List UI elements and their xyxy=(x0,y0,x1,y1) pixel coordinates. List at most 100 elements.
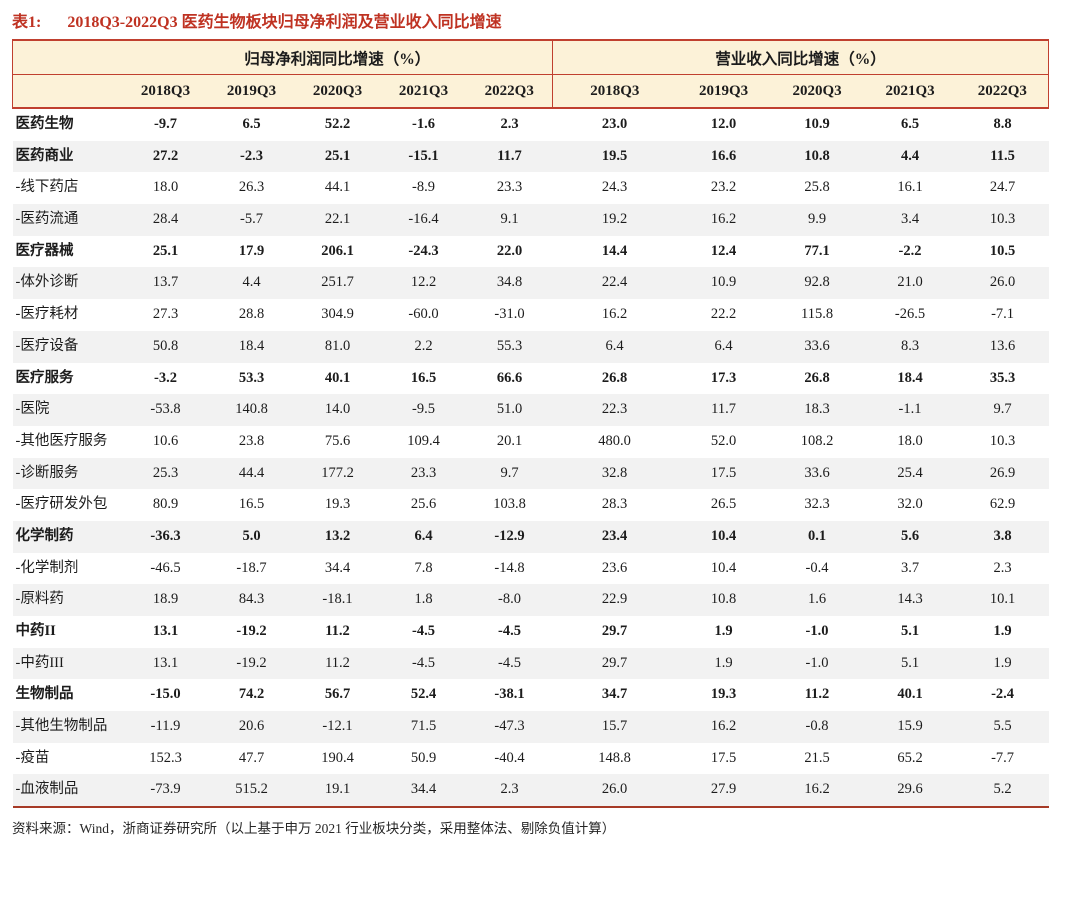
data-cell: -18.7 xyxy=(236,559,267,576)
table-row: -化学制剂 -46.5 -18.7 34.4 7.8 -14.8 23.6 10.4 -0.4 3… xyxy=(13,553,1049,585)
row-label: 医疗器械 xyxy=(15,242,74,259)
data-cell: 75.6 xyxy=(324,432,351,449)
data-cell: 22.1 xyxy=(324,211,351,228)
data-cell: 44.4 xyxy=(238,464,265,481)
data-cell: 77.1 xyxy=(804,242,830,259)
table-row: -中药III 13.1 -19.2 11.2 -4.5 -4.5 29.7 1.9 -1.0 5.… xyxy=(12,647,1049,680)
data-cell: 23.0 xyxy=(601,116,628,132)
quarter-header-profit-2022Q3: 2022Q3 xyxy=(466,74,554,109)
data-cell: 148.8 xyxy=(598,749,631,766)
data-cell: -7.7 xyxy=(991,749,1015,766)
data-cell: 2.3 xyxy=(993,559,1012,576)
data-cell: 19.2 xyxy=(601,211,628,228)
data-cell: 34.4 xyxy=(324,559,351,576)
table-row: -其他医疗服务 10.6 23.8 75.6 109.4 20.1 480.0 52.0 108… xyxy=(13,426,1049,458)
row-label: 化学制药 xyxy=(15,527,74,544)
data-cell: 152.3 xyxy=(149,749,182,766)
table-row: -体外诊断 13.7 4.4 251.7 12.2 34.8 22.4 10.9 92.8 21.… xyxy=(12,267,1049,300)
data-cell: 26.0 xyxy=(989,274,1016,291)
data-cell: 84.3 xyxy=(238,591,265,608)
data-cell: 13.2 xyxy=(324,527,351,544)
data-cell: 27.3 xyxy=(152,306,179,323)
data-cell: 22.2 xyxy=(710,306,737,323)
data-cell: 5.5 xyxy=(993,718,1012,735)
row-label: -诊断服务 xyxy=(15,464,79,481)
table-row: 医疗器械 25.1 17.9 206.1 -24.3 22.0 14.4 12.4 77.1 -2… xyxy=(13,236,1049,268)
data-cell: 29.7 xyxy=(601,623,628,639)
data-cell: 13.7 xyxy=(152,274,179,291)
data-cell: 26.5 xyxy=(710,496,737,513)
data-cell: 27.9 xyxy=(676,774,771,809)
data-cell: 32.8 xyxy=(601,464,628,481)
data-cell: 32.3 xyxy=(804,496,830,513)
quarter-header-revenue-2021Q3: 2021Q3 xyxy=(863,74,957,109)
data-cell: -14.8 xyxy=(494,559,525,576)
data-cell: 18.4 xyxy=(238,337,265,354)
data-cell: 56.7 xyxy=(324,686,351,703)
data-cell: 52.2 xyxy=(324,116,351,132)
data-cell: 10.5 xyxy=(989,242,1016,259)
data-cell: -4.5 xyxy=(498,654,521,671)
data-cell: -2.4 xyxy=(991,686,1015,703)
data-cell: 115.8 xyxy=(800,306,834,323)
data-cell: 3.8 xyxy=(993,527,1012,544)
data-cell: 5.6 xyxy=(900,527,920,544)
table-row: 医疗服务 -3.2 53.3 40.1 16.5 66.6 26.8 17.3 26.8 18.4… xyxy=(13,363,1049,395)
metrics-table: 归母净利润同比增速（%） 营业收入同比增速（%） 2018Q3 2019Q3 202… xyxy=(12,39,1050,809)
table-row: -疫苗 152.3 47.7 190.4 50.9 -40.4 148.8 17.5 21.5 6… xyxy=(13,743,1049,775)
data-cell: -2.2 xyxy=(898,242,922,259)
data-cell: 16.1 xyxy=(897,179,923,196)
data-cell: 71.5 xyxy=(410,718,437,735)
row-label: -疫苗 xyxy=(15,749,50,766)
data-cell: -4.5 xyxy=(412,623,435,639)
data-cell: 103.8 xyxy=(493,496,526,513)
data-cell: 16.2 xyxy=(710,718,737,735)
data-cell: 0.1 xyxy=(807,527,827,544)
data-cell: -9.7 xyxy=(154,116,177,132)
data-cell: 5.1 xyxy=(900,654,920,671)
data-cell: 26.8 xyxy=(601,369,628,386)
data-cell: 6.4 xyxy=(605,337,624,354)
data-cell: 6.5 xyxy=(242,116,261,132)
table-row: 生物制品 -15.0 74.2 56.7 52.4 -38.1 34.7 19.3 11.2 40… xyxy=(13,679,1049,711)
data-cell: 251.7 xyxy=(321,274,354,291)
data-cell: 11.2 xyxy=(804,686,830,703)
data-cell: 65.2 xyxy=(897,749,923,766)
data-cell: 16.5 xyxy=(410,369,437,386)
table-row: 中药II 13.1 -19.2 11.2 -4.5 -4.5 29.7 1.9 -1.0 5.1 1… xyxy=(13,616,1049,648)
data-cell: 6.4 xyxy=(414,527,433,544)
row-label: -其他生物制品 xyxy=(15,718,108,735)
data-cell: 13.6 xyxy=(989,337,1016,354)
data-cell: 15.9 xyxy=(897,718,923,735)
data-cell: 22.9 xyxy=(601,591,628,608)
data-cell: 14.3 xyxy=(897,591,923,608)
data-cell: 2.3 xyxy=(500,116,519,132)
data-cell: 18.4 xyxy=(897,369,923,386)
data-cell: -53.8 xyxy=(150,401,181,418)
table-row: -医疗研发外包 80.9 16.5 19.3 25.6 103.8 28.3 26.5 32.3… xyxy=(13,489,1049,521)
data-cell: -1.0 xyxy=(805,623,829,639)
data-cell: 5.1 xyxy=(900,623,920,639)
data-cell: 52.0 xyxy=(710,432,737,449)
data-cell: 26.3 xyxy=(238,179,265,196)
data-cell: -12.9 xyxy=(494,527,525,544)
table-row: -医院 -53.8 140.8 14.0 -9.5 51.0 22.3 11.7 18.3 -1.… xyxy=(12,394,1049,426)
data-cell: 34.7 xyxy=(601,686,628,703)
quarter-header-profit-2018Q3: 2018Q3 xyxy=(122,74,209,109)
data-cell: 74.2 xyxy=(238,686,265,703)
row-label: -血液制品 xyxy=(12,774,123,809)
data-cell: -5.7 xyxy=(240,211,263,228)
data-cell: -3.2 xyxy=(154,369,177,386)
data-cell: 10.4 xyxy=(710,559,737,576)
data-cell: -4.5 xyxy=(412,654,435,671)
row-label: 医药生物 xyxy=(15,116,74,132)
data-cell: 16.2 xyxy=(770,774,864,809)
data-cell: -2.3 xyxy=(240,147,263,164)
data-cell: 4.4 xyxy=(242,274,261,291)
data-cell: 66.6 xyxy=(496,369,523,386)
data-cell: -4.5 xyxy=(498,623,521,639)
data-cell: 1.9 xyxy=(993,623,1012,639)
data-cell: 19.5 xyxy=(601,147,628,164)
revenue-group-header: 营业收入同比增速（%） xyxy=(552,39,1050,75)
data-cell: -11.9 xyxy=(150,718,181,735)
